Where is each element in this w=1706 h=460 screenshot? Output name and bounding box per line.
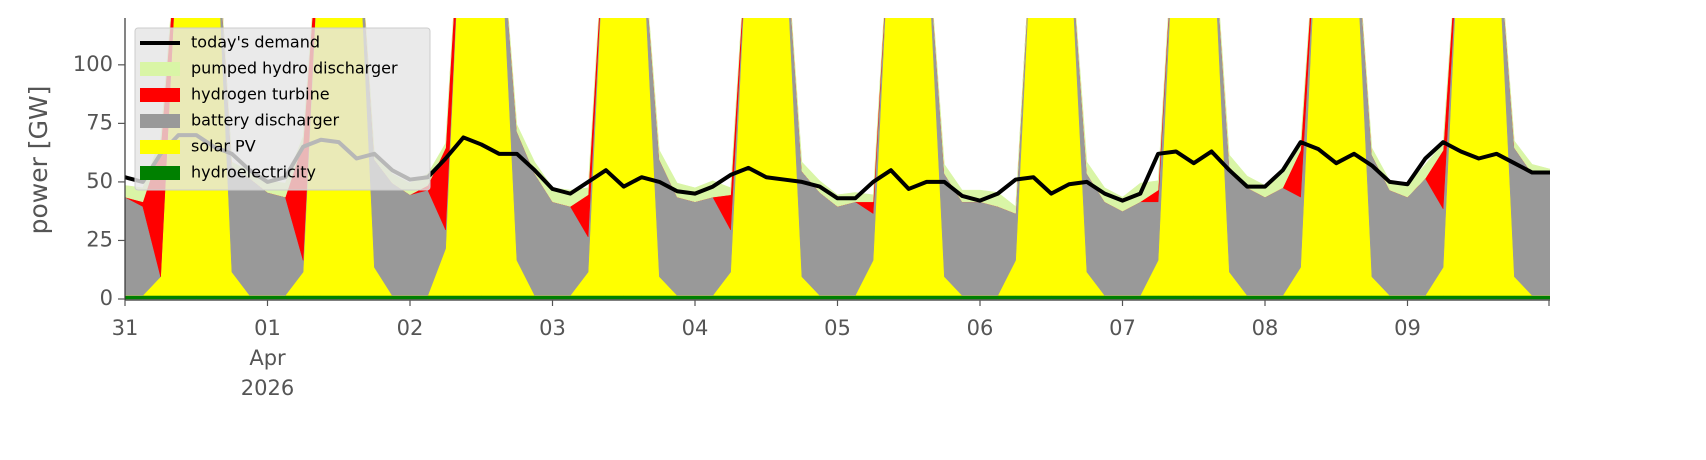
legend-swatch bbox=[140, 140, 180, 154]
x-tick-sublabel: 2026 bbox=[241, 376, 294, 400]
x-tick-label: 08 bbox=[1252, 316, 1279, 340]
legend-label: today's demand bbox=[191, 33, 320, 52]
x-tick-label: 04 bbox=[682, 316, 709, 340]
y-tick-label: 100 bbox=[73, 52, 113, 76]
area bbox=[125, 18, 1550, 214]
y-axis-label: power [GW] bbox=[24, 86, 53, 235]
legend-label: solar PV bbox=[191, 137, 256, 156]
legend-box bbox=[134, 27, 431, 191]
legend-label: pumped hydro discharger bbox=[191, 59, 398, 78]
legend-swatch bbox=[140, 166, 180, 180]
x-tick-label: 05 bbox=[824, 316, 851, 340]
y-tick-label: 75 bbox=[86, 110, 113, 134]
plot-area bbox=[125, 18, 1550, 300]
legend-label: hydrogen turbine bbox=[191, 85, 330, 104]
x-tick-sublabel: Apr bbox=[249, 346, 286, 370]
legend-label: battery discharger bbox=[191, 111, 339, 130]
x-tick-label: 07 bbox=[1109, 316, 1136, 340]
area bbox=[125, 18, 1550, 296]
y-tick-label: 50 bbox=[86, 169, 113, 193]
legend: today's demand pumped hydro discharger hyd… bbox=[134, 27, 431, 191]
x-tick-label: 09 bbox=[1394, 316, 1421, 340]
legend-label: hydroelectricity bbox=[191, 163, 316, 182]
legend-swatch bbox=[140, 114, 180, 128]
x-tick-label: 01 bbox=[254, 316, 281, 340]
x-tick-label: 31 bbox=[112, 316, 139, 340]
x-tick-label: 02 bbox=[397, 316, 424, 340]
x-tick-label: 06 bbox=[967, 316, 994, 340]
y-tick-label: 25 bbox=[86, 227, 113, 251]
area bbox=[125, 295, 1550, 300]
legend-swatch bbox=[140, 62, 180, 76]
y-tick-label: 0 bbox=[100, 286, 113, 310]
x-tick-label: 03 bbox=[539, 316, 566, 340]
legend-swatch bbox=[140, 88, 180, 102]
